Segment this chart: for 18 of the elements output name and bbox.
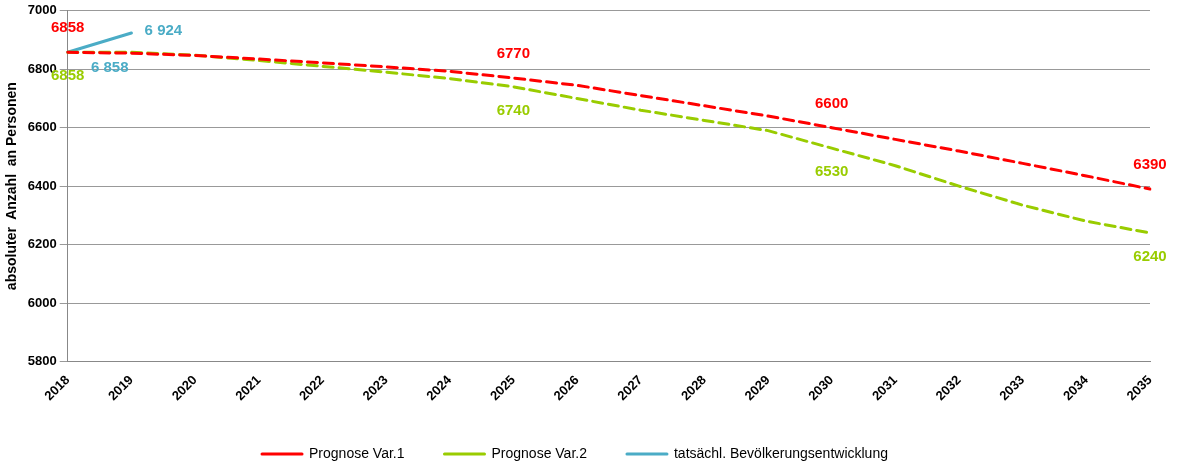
data-label: 6530 (814, 162, 849, 180)
y-tick-label: 6600 (27, 119, 57, 135)
data-label: 6740 (496, 100, 531, 118)
y-tick-label: 6400 (27, 177, 57, 193)
y-tick-label: 5800 (27, 353, 57, 369)
legend-label: tatsächl. Bevölkerungsentwicklung (673, 444, 888, 461)
data-label: 6 924 (144, 21, 183, 39)
data-label: 6600 (814, 93, 849, 111)
data-label: 6858 (51, 18, 85, 36)
data-label: 6390 (1133, 155, 1167, 173)
y-tick-label: 6200 (27, 236, 57, 252)
y-axis-title: absoluter Anzahl an Personen (3, 82, 20, 291)
y-tick-label: 6000 (27, 294, 57, 310)
data-label: 6240 (1133, 247, 1167, 265)
data-label: 6770 (496, 44, 531, 62)
legend-label: Prognose Var.2 (491, 444, 588, 461)
y-tick-label: 7000 (27, 2, 57, 18)
legend-label: Prognose Var.1 (309, 444, 405, 461)
